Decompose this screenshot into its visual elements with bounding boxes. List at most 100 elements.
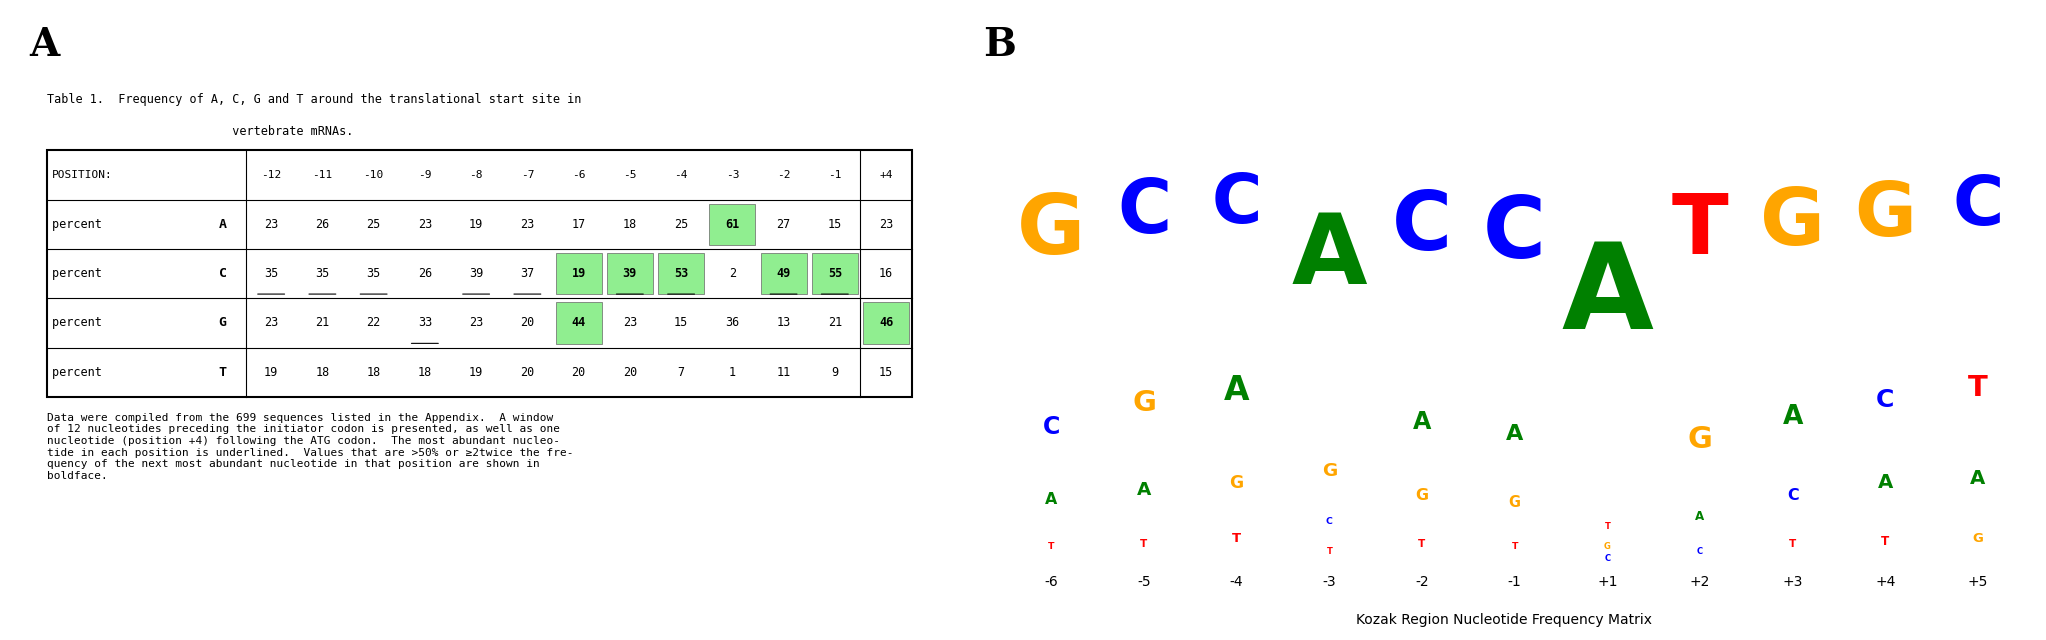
Text: A: A bbox=[1561, 237, 1653, 354]
FancyBboxPatch shape bbox=[863, 302, 908, 344]
Text: 19: 19 bbox=[469, 365, 483, 379]
FancyBboxPatch shape bbox=[608, 253, 653, 294]
Text: +5: +5 bbox=[1968, 575, 1989, 589]
Text: 46: 46 bbox=[880, 316, 894, 330]
Text: -1: -1 bbox=[829, 170, 841, 180]
Text: 19: 19 bbox=[469, 218, 483, 231]
Text: C: C bbox=[1483, 193, 1547, 276]
Text: 49: 49 bbox=[777, 267, 790, 280]
Text: vertebrate mRNAs.: vertebrate mRNAs. bbox=[47, 125, 354, 138]
Text: T: T bbox=[1512, 541, 1518, 550]
Text: POSITION:: POSITION: bbox=[51, 170, 113, 180]
Text: 25: 25 bbox=[366, 218, 381, 231]
Text: G: G bbox=[1322, 462, 1336, 480]
Text: T: T bbox=[219, 365, 227, 379]
Text: A: A bbox=[219, 218, 227, 231]
Text: A: A bbox=[1782, 404, 1803, 430]
Text: C: C bbox=[1211, 170, 1262, 237]
Text: +4: +4 bbox=[880, 170, 892, 180]
Text: 37: 37 bbox=[520, 267, 534, 280]
Text: T: T bbox=[1672, 189, 1729, 271]
Text: -9: -9 bbox=[417, 170, 432, 180]
Text: 15: 15 bbox=[829, 218, 843, 231]
Text: A: A bbox=[1291, 209, 1367, 304]
FancyBboxPatch shape bbox=[710, 204, 755, 245]
Text: -11: -11 bbox=[313, 170, 333, 180]
Text: percent: percent bbox=[51, 365, 108, 379]
Text: +2: +2 bbox=[1690, 575, 1710, 589]
Text: 35: 35 bbox=[315, 267, 329, 280]
Text: 35: 35 bbox=[264, 267, 278, 280]
Text: -1: -1 bbox=[1508, 575, 1522, 589]
Text: 44: 44 bbox=[571, 316, 585, 330]
Text: percent: percent bbox=[51, 267, 108, 280]
Text: C: C bbox=[1326, 517, 1332, 526]
Text: G: G bbox=[1416, 488, 1428, 502]
Text: C: C bbox=[1391, 188, 1453, 267]
Text: -7: -7 bbox=[520, 170, 534, 180]
FancyBboxPatch shape bbox=[761, 253, 806, 294]
Text: A: A bbox=[1224, 374, 1250, 407]
Text: C: C bbox=[1043, 415, 1060, 439]
Text: G: G bbox=[219, 316, 227, 330]
Text: C: C bbox=[1786, 488, 1798, 502]
Text: -8: -8 bbox=[469, 170, 483, 180]
Text: -6: -6 bbox=[573, 170, 585, 180]
Text: -5: -5 bbox=[624, 170, 636, 180]
Text: 27: 27 bbox=[777, 218, 790, 231]
Text: percent: percent bbox=[51, 316, 108, 330]
Text: Kozak Region Nucleotide Frequency Matrix: Kozak Region Nucleotide Frequency Matrix bbox=[1356, 613, 1651, 627]
Text: 23: 23 bbox=[880, 218, 894, 231]
Text: +1: +1 bbox=[1598, 575, 1618, 589]
Text: C: C bbox=[219, 267, 227, 280]
FancyBboxPatch shape bbox=[557, 302, 602, 344]
Text: -5: -5 bbox=[1138, 575, 1150, 589]
Text: A: A bbox=[1414, 410, 1430, 434]
FancyBboxPatch shape bbox=[557, 253, 602, 294]
Text: 9: 9 bbox=[831, 365, 839, 379]
Text: 15: 15 bbox=[673, 316, 687, 330]
Text: A: A bbox=[1046, 492, 1058, 508]
Text: T: T bbox=[1232, 532, 1242, 545]
Text: T: T bbox=[1418, 539, 1426, 548]
Text: T: T bbox=[1880, 535, 1888, 548]
Text: G: G bbox=[1508, 495, 1520, 510]
Text: 26: 26 bbox=[417, 267, 432, 280]
Text: +3: +3 bbox=[1782, 575, 1803, 589]
Text: G: G bbox=[1131, 388, 1156, 417]
Text: -4: -4 bbox=[1230, 575, 1244, 589]
Text: G: G bbox=[1017, 189, 1086, 271]
Text: 22: 22 bbox=[366, 316, 381, 330]
Text: 15: 15 bbox=[880, 365, 894, 379]
Text: 23: 23 bbox=[264, 316, 278, 330]
Text: -3: -3 bbox=[726, 170, 739, 180]
Text: -10: -10 bbox=[364, 170, 385, 180]
Text: 23: 23 bbox=[417, 218, 432, 231]
Text: 17: 17 bbox=[571, 218, 585, 231]
Text: -4: -4 bbox=[675, 170, 687, 180]
Text: -6: -6 bbox=[1043, 575, 1058, 589]
Text: 19: 19 bbox=[571, 267, 585, 280]
Text: 55: 55 bbox=[829, 267, 843, 280]
Text: G: G bbox=[1688, 425, 1713, 454]
FancyBboxPatch shape bbox=[659, 253, 704, 294]
Text: 36: 36 bbox=[724, 316, 739, 330]
Text: B: B bbox=[984, 26, 1017, 63]
Text: A: A bbox=[1878, 474, 1893, 492]
Text: C: C bbox=[1952, 172, 2003, 239]
Text: T: T bbox=[1788, 539, 1796, 548]
Text: 21: 21 bbox=[315, 316, 329, 330]
Text: 23: 23 bbox=[622, 316, 636, 330]
Text: 16: 16 bbox=[880, 267, 894, 280]
Text: 7: 7 bbox=[677, 365, 685, 379]
Text: 23: 23 bbox=[469, 316, 483, 330]
Text: -3: -3 bbox=[1322, 575, 1336, 589]
FancyBboxPatch shape bbox=[812, 253, 857, 294]
Text: 18: 18 bbox=[315, 365, 329, 379]
Text: -12: -12 bbox=[262, 170, 280, 180]
Text: 39: 39 bbox=[622, 267, 636, 280]
Text: 18: 18 bbox=[622, 218, 636, 231]
Text: G: G bbox=[1972, 532, 1983, 545]
Text: T: T bbox=[1326, 547, 1332, 556]
Text: 2: 2 bbox=[728, 267, 737, 280]
